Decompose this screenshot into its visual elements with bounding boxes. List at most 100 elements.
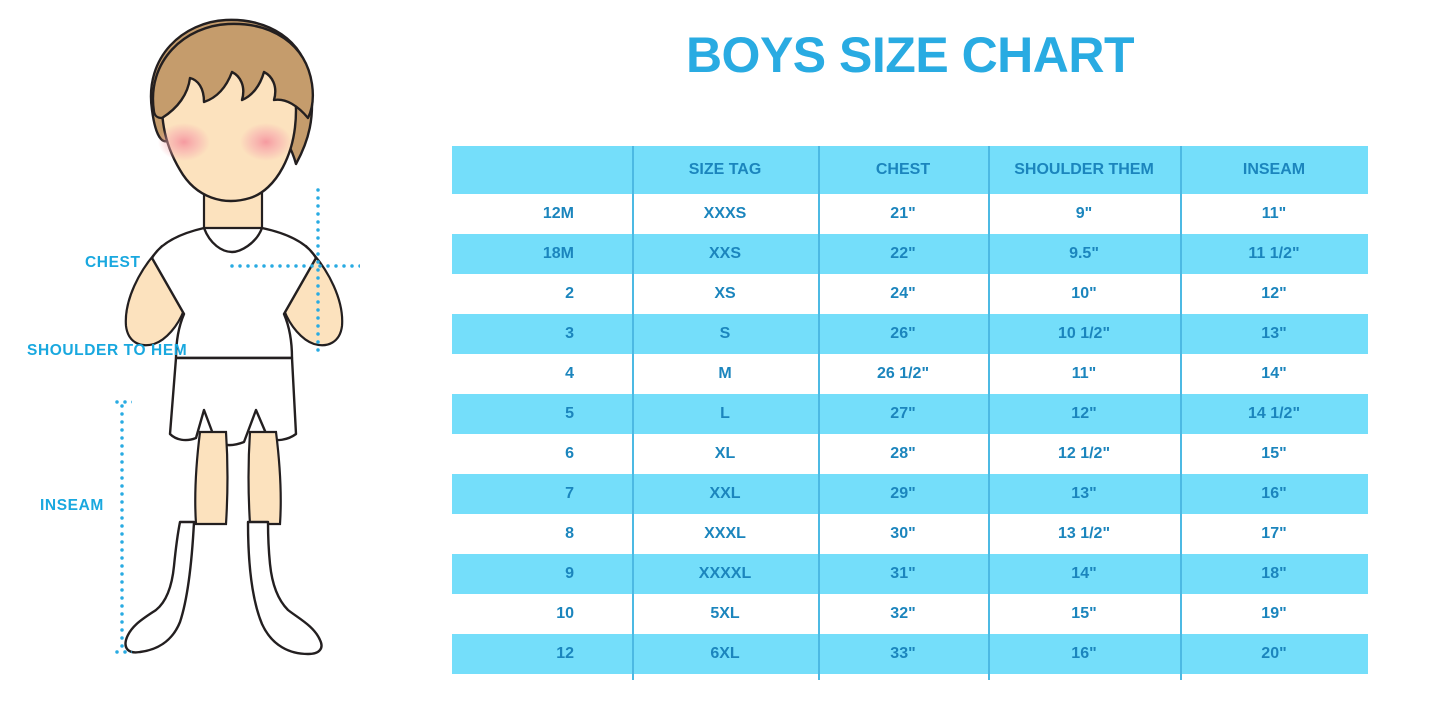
cell-size-tag: XXXS [703,205,747,222]
cell-size: 5 [565,405,574,422]
shoulder-to-hem-guide-line [316,186,320,354]
table-header: SIZE TAG CHEST SHOULDER THEM INSEAM [452,146,1368,194]
size-chart-table: SIZE TAG CHEST SHOULDER THEM INSEAM 12M X… [452,146,1368,674]
cell-chest: 27" [890,405,916,422]
cell-chest: 33" [890,645,916,662]
cell-size-tag: XXS [708,245,741,262]
cell-size-tag: XS [714,285,736,302]
table-row: 4 M 26 1/2" 11" 14" [452,354,1368,394]
cell-shoulder: 15" [1071,605,1097,622]
cell-shoulder: 13 1/2" [1057,525,1111,542]
cell-chest: 32" [890,605,916,622]
column-divider-2 [818,146,820,680]
cell-inseam: 14" [1261,365,1287,382]
cell-inseam: 11 1/2" [1248,245,1300,262]
cell-shoulder: 12" [1071,405,1097,422]
cell-shoulder: 16" [1071,645,1097,662]
inseam-measurement-label: INSEAM [40,497,104,514]
cell-size: 8 [565,525,574,542]
cell-size: 7 [565,485,574,502]
cell-size-tag: XXXL [704,525,746,542]
table-row: 3 S 26" 10 1/2" 13" [452,314,1368,354]
cell-chest: 30" [890,525,916,542]
table-row: 9 XXXXL 31" 14" 18" [452,554,1368,594]
cell-shoulder: 12 1/2" [1057,445,1111,462]
cell-chest: 24" [890,285,916,302]
table-row: 8 XXXL 30" 13 1/2" 17" [452,514,1368,554]
page-title: BOYS SIZE CHART [685,27,1135,83]
cell-inseam: 19" [1261,605,1287,622]
cell-size-tag: L [720,405,730,422]
cell-inseam: 15" [1261,445,1287,462]
column-divider-4 [1180,146,1182,680]
boy-legs [194,430,282,526]
table-header-row: SIZE TAG CHEST SHOULDER THEM INSEAM [452,146,1368,194]
cell-chest: 26 1/2" [876,365,930,382]
cell-size: 4 [565,365,574,382]
column-header-size-tag: SIZE TAG [688,161,762,178]
cell-size-tag: 6XL [710,645,740,662]
table-row: 12M XXXS 21" 9" 11" [452,194,1368,234]
column-header-inseam: INSEAM [1242,161,1306,178]
cell-chest: 31" [890,565,916,582]
chest-guide-line [228,264,360,268]
cell-size-tag: M [718,365,732,382]
cell-size: 12 [556,645,574,662]
cell-size: 3 [565,325,574,342]
column-header-chest: CHEST [875,161,931,178]
column-header-shoulder: SHOULDER THEM [1014,161,1154,178]
cell-chest: 26" [890,325,916,342]
boy-hair-front [151,22,314,120]
cell-inseam: 12" [1261,285,1287,302]
shoulder-to-hem-measurement-label: SHOULDER TO HEM [27,342,188,359]
table-row: 18M XXS 22" 9.5" 11 1/2" [452,234,1368,274]
boy-socks [124,520,323,656]
illustration-panel: CHEST SHOULDER TO HEM INSEAM [0,0,452,723]
cell-size: 12M [542,205,574,222]
boy-head [158,42,298,203]
cell-shoulder: 9.5" [1069,245,1099,262]
cell-inseam: 16" [1261,485,1287,502]
column-divider-3 [988,146,990,680]
column-header-size [452,146,632,194]
cell-chest: 29" [890,485,916,502]
cell-shoulder: 10" [1071,285,1097,302]
inseam-dimension-cap-bottom [113,650,132,654]
cell-chest: 22" [890,245,916,262]
cell-size: 6 [565,445,574,462]
boy-shorts [168,356,298,447]
cell-size-tag: XXXXL [698,565,752,582]
cell-size: 10 [556,605,574,622]
cell-inseam: 20" [1261,645,1287,662]
table-row: 12 6XL 33" 16" 20" [452,634,1368,674]
table-row: 7 XXL 29" 13" 16" [452,474,1368,514]
cell-size: 9 [565,565,574,582]
cell-chest: 28" [890,445,916,462]
cell-shoulder: 9" [1075,205,1093,222]
cell-inseam: 14 1/2" [1247,405,1301,422]
cell-size: 18M [542,245,574,262]
cell-inseam: 17" [1261,525,1287,542]
boy-tshirt [150,226,318,360]
table-row: 5 L 27" 12" 14 1/2" [452,394,1368,434]
cell-size-tag: 5XL [710,605,740,622]
column-divider-1 [632,146,634,680]
cell-size-tag: S [719,325,731,342]
cell-size-tag: XL [714,445,736,462]
table-body: 12M XXXS 21" 9" 11" 18M XXS 22" 9.5" 11 1/2" 2 XS 24… [452,194,1368,674]
table-row: 2 XS 24" 10" 12" [452,274,1368,314]
cell-shoulder: 11" [1071,365,1097,382]
cell-chest: 21" [890,205,916,222]
cell-shoulder: 14" [1071,565,1097,582]
cell-size: 2 [565,285,574,302]
cell-inseam: 18" [1261,565,1287,582]
table-row: 6 XL 28" 12 1/2" 15" [452,434,1368,474]
inseam-dimension-line [120,402,124,652]
boy-figure-illustration [124,18,344,656]
cell-size-tag: XXL [709,485,741,502]
table-row: 10 5XL 32" 15" 19" [452,594,1368,634]
cell-shoulder: 10 1/2" [1057,325,1111,342]
inseam-dimension-cap-top [113,400,132,404]
chest-measurement-label: CHEST [85,254,141,271]
cell-shoulder: 13" [1071,485,1097,502]
